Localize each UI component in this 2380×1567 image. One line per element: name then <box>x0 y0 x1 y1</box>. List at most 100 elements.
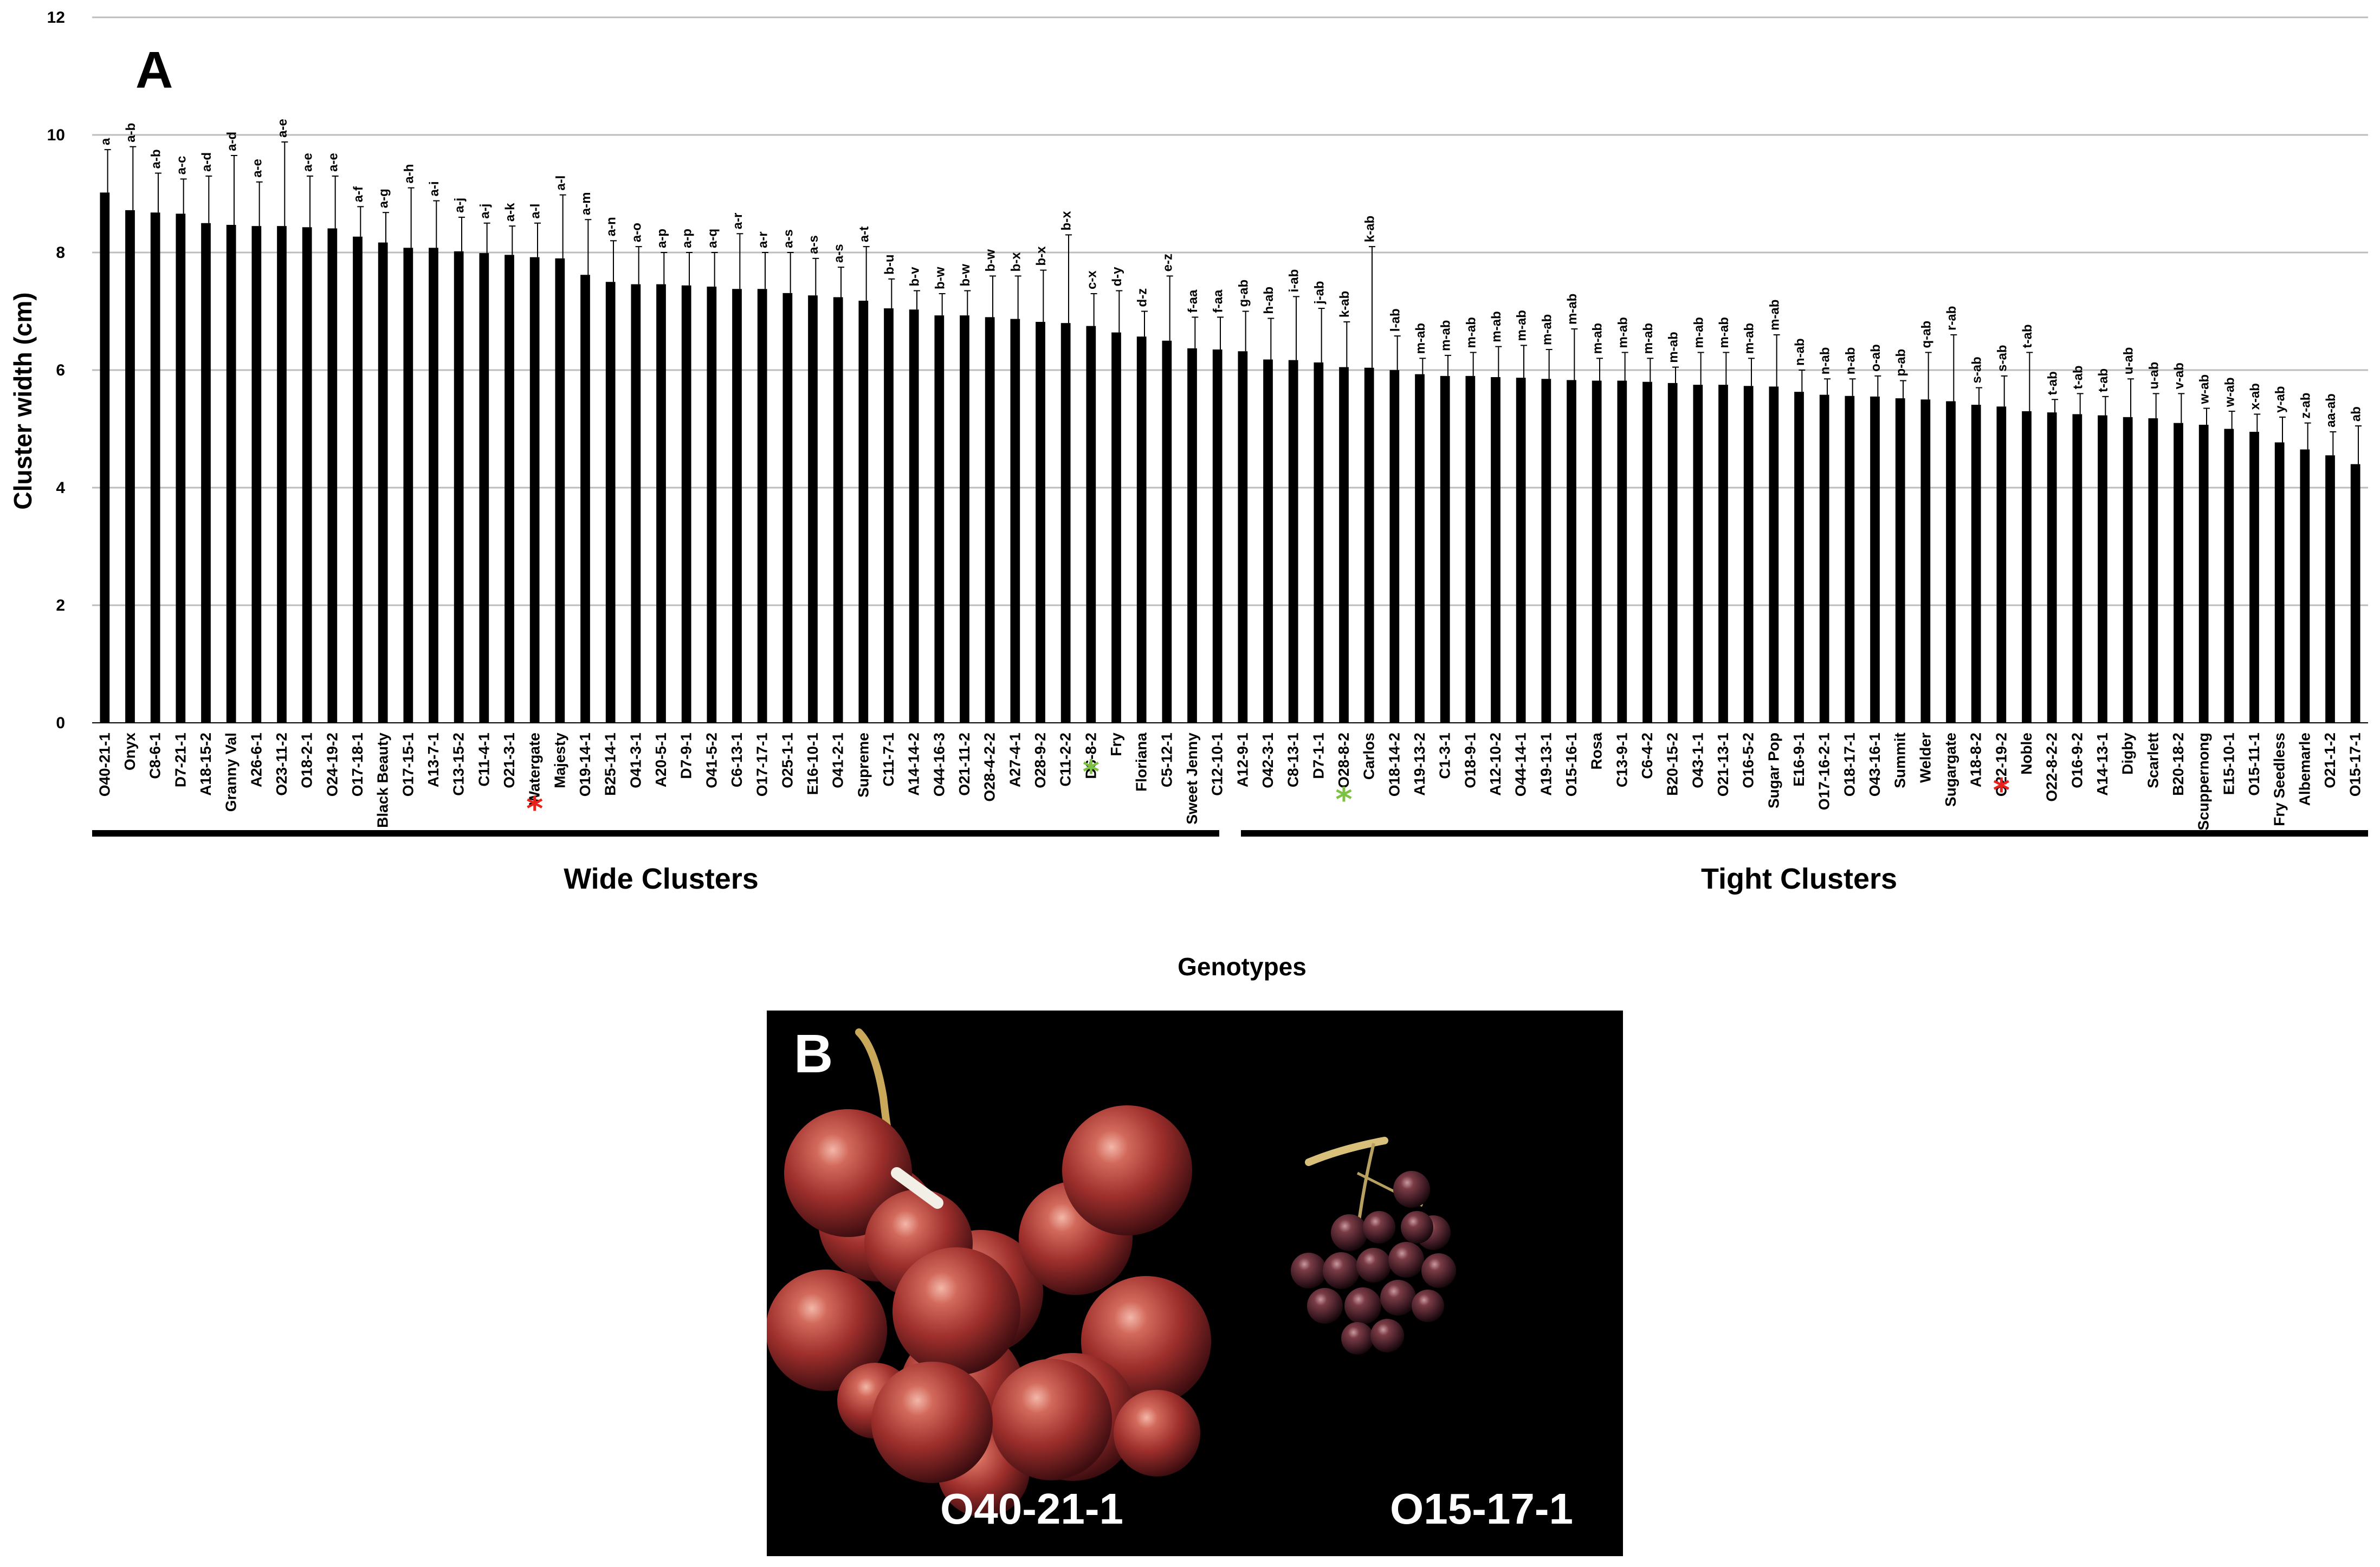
y-tick-label: 4 <box>56 479 65 497</box>
significance-label: t-ab <box>2020 324 2035 348</box>
bar-o17-16-2-1 <box>1819 394 1829 723</box>
category-label: O43-1-1 <box>1689 733 1706 788</box>
significance-label: s-ab <box>1970 357 1984 383</box>
bar-c13-15-2 <box>454 251 464 723</box>
category-label: Sugargate <box>1942 733 1959 807</box>
bar-o18-2-1 <box>302 227 312 723</box>
significance-label: d-z <box>1135 288 1150 307</box>
category-label: C11-4-1 <box>475 733 492 787</box>
bar-a14-14-2 <box>909 309 919 723</box>
significance-label: b-v <box>908 267 922 287</box>
category-label: D6-8-2 <box>1082 733 1099 779</box>
significance-label: n-ab <box>1843 347 1858 375</box>
significance-label: b-w <box>933 267 947 289</box>
bar-o15-16-1 <box>1567 380 1576 723</box>
significance-label: c-x <box>1084 270 1099 289</box>
panel-b-letter: B <box>794 1024 833 1084</box>
significance-label: b-x <box>1059 211 1074 231</box>
category-label: A14-13-1 <box>2094 733 2111 796</box>
bar-noble <box>2022 411 2032 723</box>
significance-label: a-i <box>427 182 442 197</box>
significance-label: a-e <box>250 159 264 178</box>
category-label: O28-9-2 <box>1032 733 1049 788</box>
bar-o15-17-1 <box>2350 464 2360 723</box>
bar-o40-21-1 <box>100 192 110 723</box>
bar-c11-7-1 <box>884 308 894 723</box>
bar-c13-9-1 <box>1617 380 1627 723</box>
significance-label: a-o <box>629 223 644 242</box>
category-label: D7-21-1 <box>172 733 189 787</box>
category-label: O16-5-2 <box>1740 733 1757 788</box>
category-label: E15-10-1 <box>2220 733 2237 795</box>
category-label: O41-5-2 <box>703 733 720 788</box>
category-label: B25-14-1 <box>602 733 619 796</box>
bar-supreme <box>858 300 869 723</box>
significance-label: a-f <box>351 186 366 202</box>
significance-label: g-ab <box>1236 280 1251 307</box>
significance-label: a-q <box>705 229 720 248</box>
bar-welder <box>1920 399 1931 723</box>
bar-c1-3-1 <box>1440 375 1450 723</box>
significance-label: a-b <box>149 150 164 169</box>
significance-label: a-t <box>857 226 871 242</box>
bar-granny-val <box>226 225 236 723</box>
bar-b25-14-1 <box>605 282 616 723</box>
category-label: A12-9-1 <box>1234 733 1251 787</box>
category-label: A19-13-2 <box>1411 733 1428 796</box>
significance-label: a <box>98 138 113 145</box>
significance-label: d-y <box>1110 267 1124 287</box>
bar-o17-17-1 <box>757 289 767 723</box>
significance-label: y-ab <box>2273 386 2288 412</box>
bar-o15-11-1 <box>2249 431 2259 723</box>
grape-cluster-photos <box>767 1028 1456 1517</box>
category-label: O42-3-1 <box>1259 733 1276 788</box>
bar-a26-6-1 <box>251 226 262 723</box>
bar-c12-10-1 <box>1212 349 1223 723</box>
category-label: Welder <box>1917 733 1933 783</box>
category-label: D7-1-1 <box>1310 733 1327 779</box>
category-label: O21-11-2 <box>956 733 973 796</box>
category-label: B20-15-2 <box>1664 733 1681 796</box>
bar-e16-9-1 <box>1794 392 1804 723</box>
bar-c11-2-2 <box>1060 323 1071 723</box>
grape-photo-panel: B O40-21-1 O15-17-1 <box>767 1011 1623 1556</box>
marker-star: * <box>1335 781 1352 819</box>
significance-label: a-r <box>756 231 771 248</box>
significance-label: j-ab <box>1312 281 1327 305</box>
bar-d7-21-1 <box>176 213 186 723</box>
bar-o17-15-1 <box>403 248 413 723</box>
bar-b20-15-2 <box>1667 383 1678 723</box>
bar-digby <box>2123 417 2133 723</box>
category-label: O17-17-1 <box>754 733 771 797</box>
bar-a19-13-1 <box>1541 379 1551 723</box>
significance-label: a-j <box>477 204 492 219</box>
bar-o19-14-1 <box>580 275 590 723</box>
significance-label: b-x <box>1034 246 1049 266</box>
category-label: Supreme <box>855 733 871 798</box>
significance-label: u-ab <box>2146 362 2161 390</box>
bar-o44-16-3 <box>934 315 945 723</box>
significance-label: t-ab <box>2096 368 2111 392</box>
category-label: O44-16-3 <box>930 733 947 797</box>
category-label: C11-7-1 <box>880 733 897 787</box>
category-label: C5-12-1 <box>1158 733 1175 787</box>
significance-label: m-ab <box>1717 317 1731 348</box>
category-label: O44-14-1 <box>1512 733 1529 797</box>
category-label: O25-1-1 <box>779 733 796 788</box>
category-label: O24-19-2 <box>324 733 340 797</box>
significance-label: a-j <box>452 198 467 213</box>
significance-label: a-m <box>579 192 593 216</box>
significance-label: a-g <box>377 189 391 208</box>
y-tick-label: 8 <box>56 244 65 262</box>
bar-sugar-pop <box>1769 386 1779 723</box>
bar-o43-1-1 <box>1693 385 1703 723</box>
category-label: O15-16-1 <box>1563 733 1580 797</box>
significance-label: a-r <box>730 213 745 230</box>
bar-scarlett <box>2148 418 2158 723</box>
category-label: Onyx <box>121 733 138 770</box>
category-label: C13-9-1 <box>1613 733 1630 787</box>
category-label: Noble <box>2018 733 2035 775</box>
bar-o21-11-2 <box>960 315 969 723</box>
significance-label: a-e <box>326 153 340 172</box>
